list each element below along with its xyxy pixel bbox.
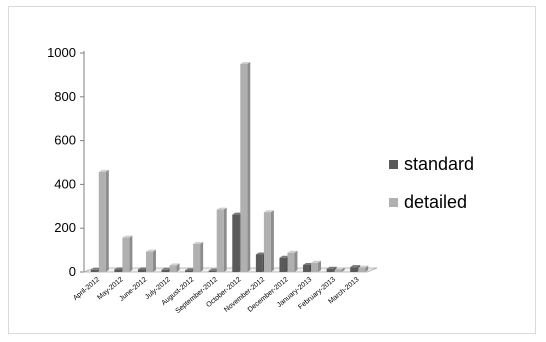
- bar-top-standard: [185, 268, 196, 271]
- legend: standard detailed: [389, 154, 474, 212]
- legend-swatch-standard: [389, 160, 398, 169]
- bar-standard-June-2012: [137, 269, 145, 272]
- bar-standard-January-2013: [303, 264, 311, 272]
- bar-top-detailed: [216, 207, 227, 210]
- bar-detailed-May-2012: [122, 237, 130, 272]
- bar-top-detailed: [122, 235, 133, 238]
- bar-detailed-March-2013: [358, 267, 366, 272]
- chart-frame: [8, 6, 536, 334]
- bar-standard-September-2012: [208, 270, 216, 272]
- bar-top-standard: [303, 262, 314, 265]
- bar-top-detailed: [240, 61, 251, 64]
- x-tick-label: December-2012: [247, 276, 290, 314]
- legend-label-detailed: detailed: [404, 192, 467, 212]
- bar-detailed-July-2012: [169, 265, 177, 272]
- bar-top-standard: [114, 267, 125, 270]
- bar-top-detailed: [145, 249, 156, 252]
- x-axis-ticks: April-2012May-2012June-2012July-2012Augu…: [72, 276, 360, 315]
- bar-side-detailed: [200, 241, 204, 272]
- bar-side-detailed: [294, 250, 298, 272]
- chart-bars: [90, 61, 369, 273]
- bar-standard-April-2012: [90, 269, 98, 272]
- bar-standard-February-2013: [326, 268, 334, 272]
- bar-top-standard: [279, 255, 290, 258]
- bar-side-detailed: [223, 207, 227, 272]
- y-tick-label: 0: [69, 264, 76, 279]
- bar-side-detailed: [318, 260, 322, 272]
- bar-top-detailed: [311, 260, 322, 263]
- bar-detailed-October-2012: [240, 63, 248, 273]
- bar-top-detailed: [98, 169, 109, 172]
- y-tick-label: 200: [54, 220, 76, 235]
- bar-side-detailed: [176, 263, 180, 272]
- bar-detailed-August-2012: [193, 243, 201, 272]
- bar-detailed-September-2012: [216, 209, 224, 272]
- bar-detailed-June-2012: [145, 251, 153, 272]
- y-tick-label: 800: [54, 89, 76, 104]
- bar-top-standard: [350, 265, 361, 268]
- y-tick-label: 600: [54, 133, 76, 148]
- bar-standard-November-2012: [255, 254, 263, 272]
- bar-top-detailed: [193, 241, 204, 244]
- bar-side-detailed: [341, 267, 345, 272]
- bar-side-detailed: [105, 169, 109, 272]
- bar-top-standard: [161, 267, 172, 270]
- bar-side-detailed: [152, 249, 156, 272]
- bar-top-standard: [90, 267, 101, 270]
- legend-swatch-detailed: [389, 198, 398, 207]
- bar-detailed-April-2012: [98, 171, 106, 272]
- bar-side-detailed: [247, 61, 251, 273]
- bar-standard-October-2012: [232, 214, 240, 272]
- y-tick-label: 1000: [47, 45, 76, 60]
- bar-top-detailed: [334, 267, 345, 270]
- bar-side-detailed: [129, 235, 133, 272]
- bar-standard-August-2012: [185, 270, 193, 272]
- bar-standard-May-2012: [114, 269, 122, 272]
- bar-top-standard: [326, 266, 337, 269]
- bar-top-standard: [137, 267, 148, 270]
- bar-top-standard: [232, 212, 243, 215]
- bar-detailed-January-2013: [311, 262, 319, 272]
- bar-top-detailed: [358, 265, 369, 268]
- y-tick-label: 400: [54, 176, 76, 191]
- bar-standard-March-2013: [350, 267, 358, 272]
- bar-top-detailed: [287, 250, 298, 253]
- bar-detailed-November-2012: [263, 212, 271, 272]
- bar-side-detailed: [270, 210, 274, 272]
- bar-detailed-February-2013: [334, 269, 342, 272]
- y-axis-ticks: 0 200 400 600 800 1000: [47, 45, 84, 279]
- bar-top-standard: [255, 252, 266, 255]
- x-tick-label: September-2012: [175, 276, 220, 315]
- bar-standard-December-2012: [279, 257, 287, 272]
- bar-side-detailed: [365, 265, 369, 272]
- bar-top-detailed: [169, 263, 180, 266]
- bar-top-standard: [208, 268, 219, 271]
- bar-top-detailed: [263, 210, 274, 213]
- bar-detailed-December-2012: [287, 252, 295, 272]
- bar-standard-July-2012: [161, 269, 169, 272]
- x-tick-label: November-2012: [223, 276, 266, 314]
- legend-label-standard: standard: [404, 154, 474, 174]
